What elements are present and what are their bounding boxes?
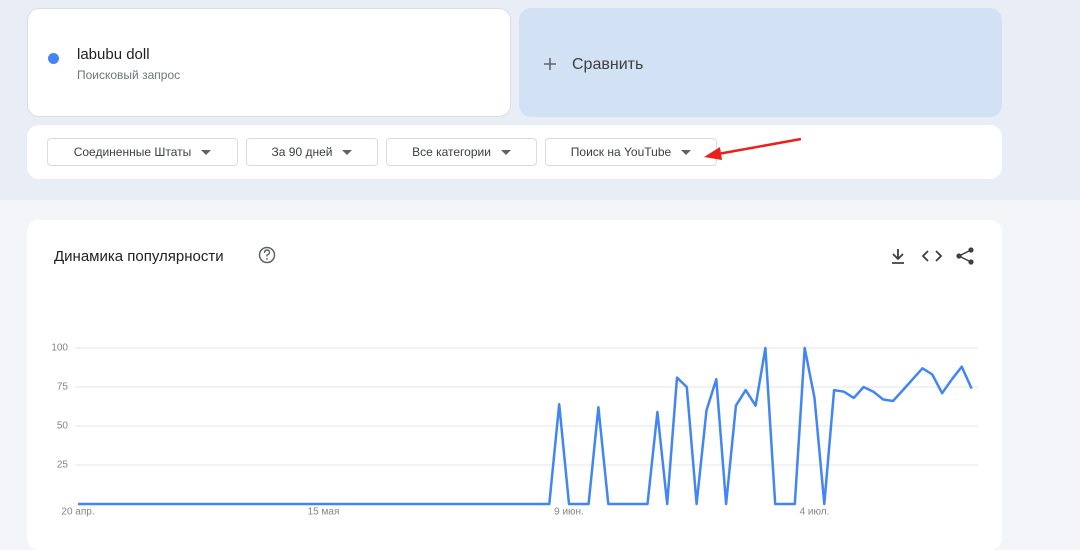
y-tick-label: 50 [57,421,69,432]
dropdown-icon [681,149,692,155]
filter-button[interactable]: Соединенные Штаты [47,138,238,166]
trend-line [78,346,973,506]
dropdown-icon [500,149,511,155]
filter-button[interactable]: За 90 дней [246,138,378,166]
term-card[interactable]: labubu doll Поисковый запрос [27,8,511,117]
chart-card: Динамика популярности 25 50 75 100 20 апр. 15… [27,220,1002,550]
chart-title: Динамика популярности [54,248,224,265]
compare-button[interactable]: Сравнить [519,8,1002,117]
dropdown-icon [342,149,353,155]
filter-button[interactable]: Все категории [386,138,537,166]
embed-icon[interactable] [921,250,943,262]
annotation-layer [704,137,802,160]
x-tick-label: 15 мая [308,507,340,518]
filter-label: Соединенные Штаты [73,145,192,159]
help-icon[interactable] [258,246,276,264]
y-tick-label: 100 [51,343,68,354]
arrow-head [704,147,722,160]
x-tick-label: 20 апр. [61,507,94,518]
x-tick-label: 4 июл. [800,507,830,518]
compare-label: Сравнить [572,56,644,73]
filter-label: За 90 дней [271,145,333,159]
page: labubu doll Поисковый запрос Сравнить Со… [27,8,1002,550]
filter-label: Все категории [412,145,491,159]
term-dot [48,53,59,64]
chart: Динамика популярности 25 50 75 100 20 апр. 15… [51,246,978,518]
term-subtitle: Поисковый запрос [77,68,181,82]
plus-icon [544,58,556,70]
arrow-shaft [717,137,802,156]
x-tick-label: 9 июн. [554,507,584,518]
term-name: labubu doll [77,46,150,63]
download-icon[interactable] [892,249,904,264]
y-tick-label: 25 [57,460,69,471]
y-tick-label: 75 [57,382,69,393]
filter-bar: Соединенные Штаты За 90 дней Все категор… [27,125,1002,179]
dropdown-icon [201,149,212,155]
share-icon[interactable] [956,247,974,265]
filter-label: Поиск на YouTube [570,145,672,159]
